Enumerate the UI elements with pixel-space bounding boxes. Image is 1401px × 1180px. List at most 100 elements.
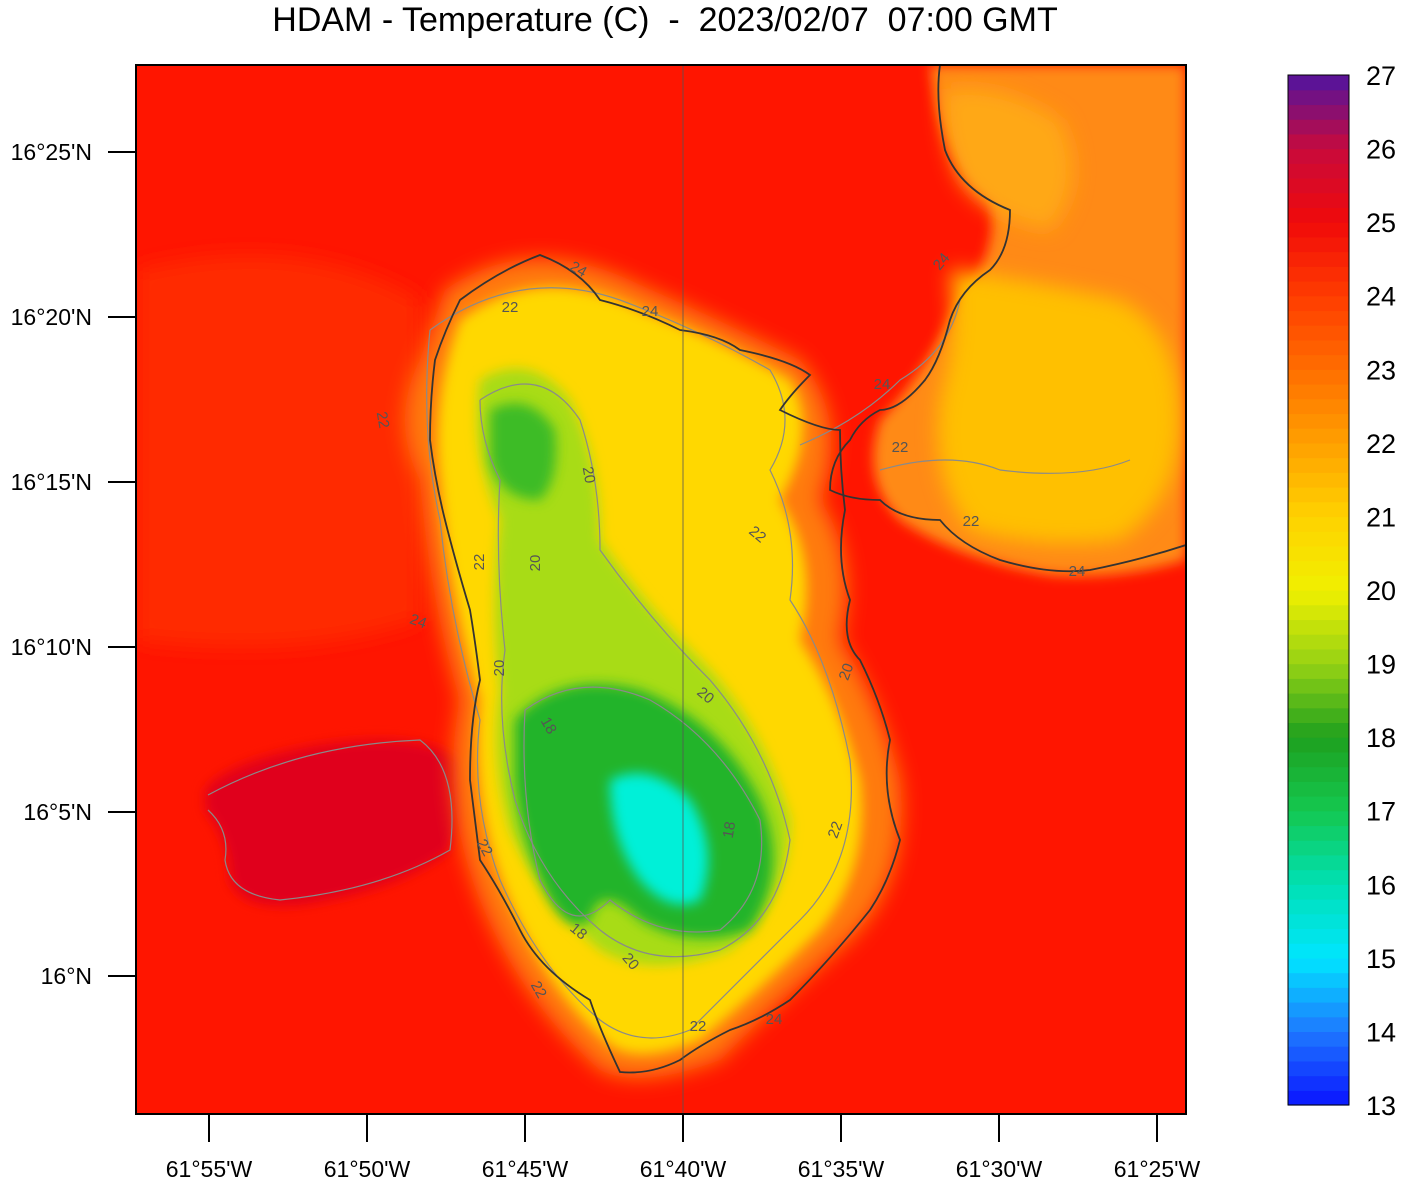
colorbar-segment bbox=[1288, 310, 1349, 326]
colorbar-segment bbox=[1288, 163, 1349, 179]
coastline bbox=[429, 65, 1186, 1074]
colorbar-segment bbox=[1288, 943, 1349, 959]
colorbar-label: 19 bbox=[1366, 650, 1396, 680]
contour-label: 22 bbox=[471, 554, 488, 571]
colorbar-segment bbox=[1288, 1031, 1349, 1047]
colorbar-segment bbox=[1288, 707, 1349, 724]
colorbar-segment bbox=[1288, 266, 1349, 282]
contour-label: 18 bbox=[537, 714, 560, 737]
contour-label: 22 bbox=[690, 1018, 707, 1035]
colorbar-label: 17 bbox=[1366, 797, 1396, 827]
contour-label: 24 bbox=[407, 611, 428, 633]
colorbar-segment bbox=[1288, 384, 1349, 400]
colorbar-segment bbox=[1288, 339, 1349, 356]
contour-label: 22 bbox=[473, 836, 496, 859]
colorbar-segment bbox=[1288, 972, 1349, 988]
page-title: HDAM - Temperature (C) - 2023/02/07 07:0… bbox=[272, 1, 1058, 39]
y-tick-label: 16°N bbox=[41, 963, 92, 989]
colorbar-label: 15 bbox=[1366, 944, 1396, 974]
colorbar-segment bbox=[1288, 1090, 1349, 1106]
contour-lines bbox=[207, 287, 1131, 1039]
colorbar-segment bbox=[1288, 545, 1349, 562]
basse-terre-coast bbox=[429, 254, 901, 1074]
colorbar-label: 22 bbox=[1366, 429, 1396, 459]
colorbar-label: 16 bbox=[1366, 870, 1396, 900]
colorbar-segment bbox=[1288, 413, 1349, 429]
grande-terre-inland bbox=[938, 270, 1180, 544]
contour-label: 22 bbox=[892, 439, 909, 456]
contour-label: 22 bbox=[527, 978, 550, 1001]
colorbar-segment bbox=[1288, 178, 1349, 194]
contour-label: 24 bbox=[567, 258, 590, 281]
contour-label: 22 bbox=[825, 819, 847, 840]
x-axis: 61°55'W 61°50'W 61°45'W 61°40'W 61°35'W … bbox=[166, 1114, 1201, 1180]
colorbar-segment bbox=[1288, 722, 1349, 738]
colorbar-segment bbox=[1288, 119, 1349, 135]
x-tick-label: 61°35'W bbox=[798, 1156, 885, 1180]
colorbar-segment bbox=[1288, 369, 1349, 385]
colorbar-frame bbox=[1287, 74, 1350, 1106]
contour-label: 22 bbox=[502, 299, 519, 316]
colorbar-segment bbox=[1288, 678, 1349, 694]
colorbar-segment bbox=[1288, 222, 1349, 238]
colorbar-segment bbox=[1288, 398, 1349, 415]
colorbar-segment bbox=[1288, 442, 1349, 459]
contour-label: 24 bbox=[766, 1011, 783, 1028]
contour-label: 20 bbox=[491, 660, 508, 677]
colorbar-segment bbox=[1288, 737, 1349, 753]
colorbar-segment bbox=[1288, 104, 1349, 120]
contour-label: 18 bbox=[720, 820, 740, 839]
colorbar-segment bbox=[1288, 133, 1349, 150]
colorbar-segment bbox=[1288, 295, 1349, 312]
x-tick-label: 61°45'W bbox=[482, 1156, 569, 1180]
colorbar-segment bbox=[1288, 604, 1349, 621]
colorbar-segment bbox=[1288, 751, 1349, 768]
contour-label: 20 bbox=[836, 661, 858, 682]
colorbar-segment bbox=[1288, 148, 1349, 164]
colorbar-segment bbox=[1288, 516, 1349, 532]
colorbar-segment bbox=[1288, 663, 1349, 679]
colorbar-segment bbox=[1288, 590, 1349, 606]
colorbar-segment bbox=[1288, 75, 1349, 91]
y-tick-label: 16°20'N bbox=[11, 304, 92, 330]
y-tick-label: 16°10'N bbox=[11, 634, 92, 660]
colorbar-segment bbox=[1288, 89, 1349, 106]
y-axis: 16°25'N 16°20'N 16°15'N 16°10'N 16°5'N 1… bbox=[11, 139, 136, 989]
contour-label: 20 bbox=[527, 555, 544, 572]
colorbar-segment bbox=[1288, 854, 1349, 871]
contour-label: 24 bbox=[642, 303, 659, 320]
colorbar-segment bbox=[1288, 457, 1349, 473]
colorbar-segment bbox=[1288, 236, 1349, 253]
colorbar-segment bbox=[1288, 957, 1349, 974]
contour-label: 20 bbox=[579, 465, 599, 484]
colorbar-label: 23 bbox=[1366, 355, 1396, 385]
colorbar-label: 27 bbox=[1366, 61, 1396, 91]
colorbar-segment bbox=[1288, 1075, 1349, 1091]
colorbar-segment bbox=[1288, 428, 1349, 444]
colorbar-segment bbox=[1288, 928, 1349, 944]
colorbar-label: 24 bbox=[1366, 282, 1396, 312]
colorbar-label: 18 bbox=[1366, 723, 1396, 753]
grande-terre-north bbox=[944, 88, 1073, 230]
colorbar-segment bbox=[1288, 207, 1349, 223]
colorbar-segment bbox=[1288, 619, 1349, 635]
colorbar-segment bbox=[1288, 810, 1349, 827]
colorbar-label: 26 bbox=[1366, 135, 1396, 165]
colorbar-segment bbox=[1288, 899, 1349, 915]
x-tick-label: 61°40'W bbox=[640, 1156, 727, 1180]
colorbar-segment bbox=[1288, 325, 1349, 341]
contour-label: 24 bbox=[874, 376, 891, 393]
colorbar-label: 20 bbox=[1366, 576, 1396, 606]
colorbar-labels: 27 26 25 24 23 22 21 20 19 18 17 16 15 14 13 bbox=[1366, 61, 1396, 1121]
y-tick-label: 16°15'N bbox=[11, 469, 92, 495]
colorbar-label: 25 bbox=[1366, 208, 1396, 238]
contour-label: 22 bbox=[373, 410, 393, 429]
colorbar-segment bbox=[1288, 634, 1349, 650]
colorbar-label: 14 bbox=[1366, 1017, 1396, 1047]
colorbar-segment bbox=[1288, 693, 1349, 709]
colorbar-segment bbox=[1288, 1016, 1349, 1033]
colorbar-segment bbox=[1288, 884, 1349, 900]
grande-terre-coast bbox=[829, 65, 1186, 573]
